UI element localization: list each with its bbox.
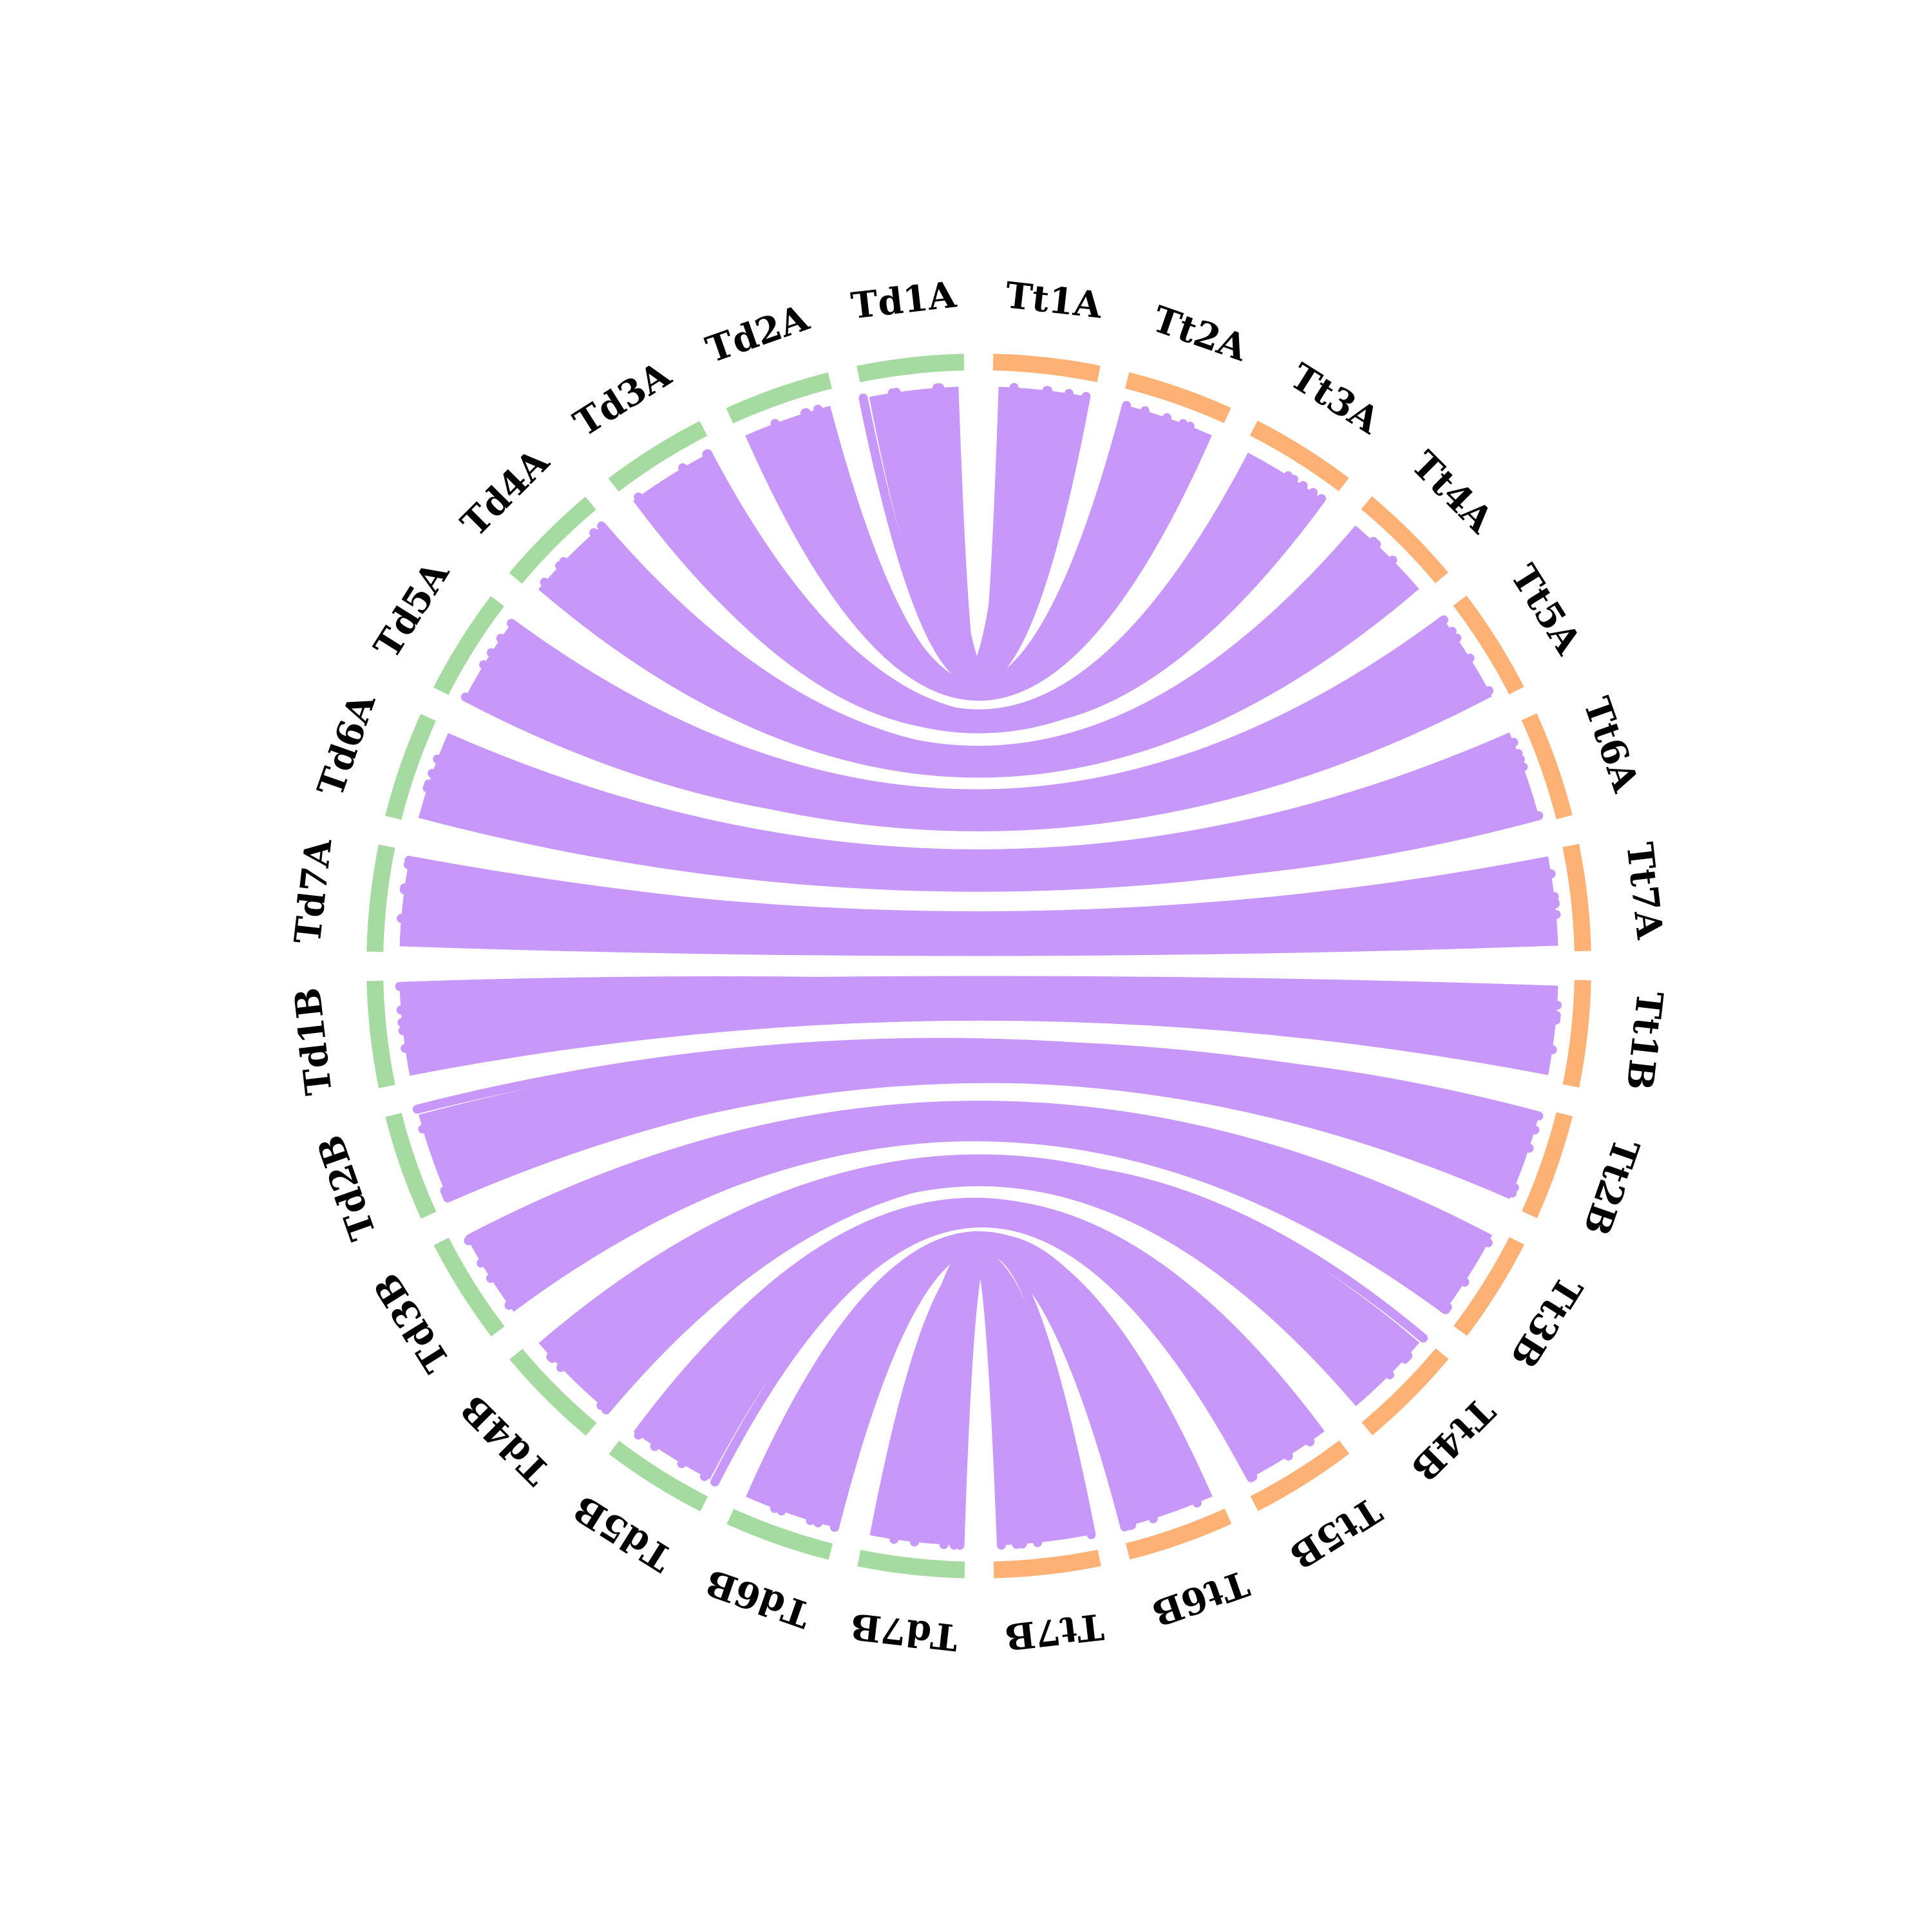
- arc-td5a: [433, 596, 504, 696]
- chromosome-arcs: [366, 354, 1591, 1578]
- link-td4a-tt4a: [538, 521, 1419, 778]
- link-td3b-tt3b: [464, 1101, 1493, 1314]
- label-tt5b: Tt5B: [1282, 1488, 1388, 1577]
- arc-td5b: [609, 1441, 708, 1511]
- arc-tt2b: [1522, 1112, 1573, 1218]
- arc-td6a: [385, 714, 436, 820]
- label-tt1b: Tt1B: [1618, 989, 1671, 1092]
- link-td7b-tt7b: [869, 1247, 1096, 1550]
- arc-td1b: [366, 980, 395, 1088]
- label-td4a: Td4A: [453, 440, 558, 545]
- label-tt7b: Tt7B: [1003, 1605, 1106, 1658]
- label-tt4b: Tt4B: [1403, 1389, 1502, 1489]
- arc-td7a: [366, 844, 395, 952]
- label-td5b: Td5B: [566, 1487, 680, 1580]
- label-tt6a: Tt6A: [1575, 692, 1647, 798]
- label-td4b: Td4B: [453, 1387, 559, 1493]
- link-td6b-tt6b: [746, 1231, 1213, 1532]
- arc-tt7b: [993, 1549, 1101, 1578]
- label-tt6b: Tt6B: [1147, 1562, 1255, 1634]
- label-tt5a: Tt5A: [1502, 557, 1590, 662]
- label-td7a: Td7A: [287, 836, 341, 946]
- label-tt7a: Tt7A: [1618, 840, 1671, 942]
- arc-tt4a: [1361, 496, 1448, 583]
- arc-tt5b: [1250, 1440, 1350, 1511]
- label-td2b: Td2B: [309, 1130, 385, 1245]
- link-td1b-tt1b: [395, 976, 1562, 1076]
- arc-tt2a: [1125, 372, 1231, 423]
- synteny-ribbons: [395, 383, 1562, 1550]
- arc-td4a: [509, 497, 596, 584]
- label-td1a: Td1A: [849, 273, 959, 327]
- label-tt3b: Tt3B: [1502, 1269, 1591, 1375]
- arc-td7b: [857, 1549, 965, 1578]
- arc-td6b: [726, 1509, 833, 1560]
- label-tt1a: Tt1A: [1003, 274, 1105, 327]
- arc-tt6a: [1521, 713, 1573, 820]
- link-td2a-tt2a: [745, 401, 1212, 701]
- label-tt2b: Tt2B: [1575, 1133, 1647, 1240]
- arc-tt4b: [1361, 1348, 1449, 1435]
- arc-tt3a: [1249, 421, 1349, 491]
- arc-tt7a: [1562, 844, 1591, 952]
- arc-tt3b: [1454, 1236, 1524, 1336]
- label-td6b: Td6B: [700, 1560, 816, 1636]
- arc-tt5a: [1453, 595, 1524, 695]
- link-td1a-tt1a: [858, 383, 1091, 687]
- label-td7b: Td7B: [848, 1604, 960, 1658]
- link-td4b-tt4b: [538, 1154, 1428, 1415]
- label-td3b: Td3B: [365, 1265, 459, 1379]
- label-td5a: Td5A: [366, 553, 459, 666]
- label-td1b: Td1B: [286, 985, 340, 1097]
- link-td5a-tt5a: [460, 615, 1494, 831]
- link-td6a-tt6a: [418, 732, 1544, 892]
- arc-td4b: [509, 1349, 597, 1436]
- label-td2a: Td2A: [701, 296, 815, 372]
- label-tt3a: Tt3A: [1283, 355, 1388, 442]
- label-td3a: Td3A: [567, 352, 679, 445]
- link-td3a-tt3a: [633, 449, 1327, 734]
- link-td2b-tt2b: [412, 1037, 1544, 1203]
- arc-tt1b: [1562, 980, 1591, 1088]
- label-td6a: Td6A: [309, 688, 384, 802]
- arc-tt1a: [992, 354, 1101, 383]
- link-td5b-tt5b: [633, 1197, 1325, 1487]
- arc-td2a: [726, 372, 833, 424]
- arc-td3a: [608, 421, 708, 492]
- arc-tt6b: [1125, 1508, 1232, 1560]
- label-tt4a: Tt4A: [1403, 443, 1502, 542]
- label-tt2a: Tt2A: [1147, 298, 1253, 370]
- link-td7a-tt7a: [397, 855, 1561, 956]
- arc-td2b: [385, 1112, 437, 1219]
- arc-td1a: [857, 354, 965, 383]
- arc-td3b: [433, 1237, 505, 1337]
